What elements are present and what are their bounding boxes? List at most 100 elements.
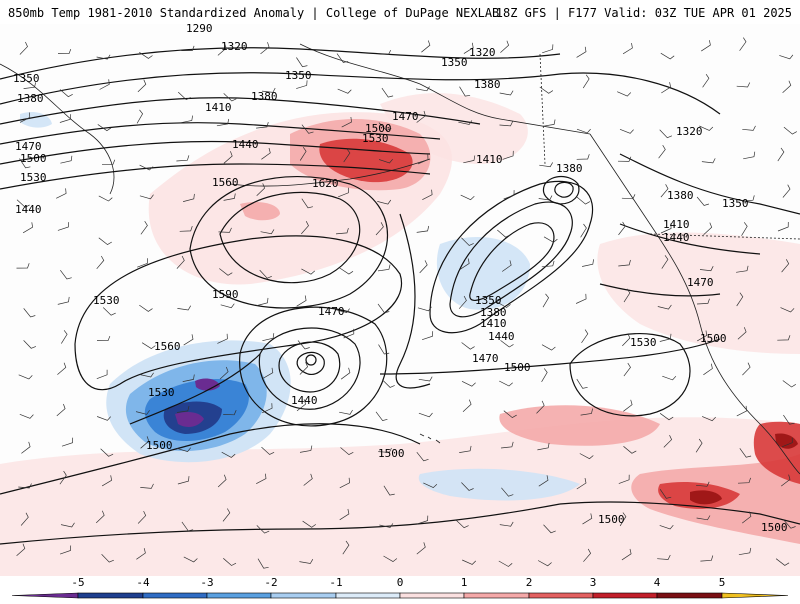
wind-barb: [461, 342, 475, 350]
contour-line: [278, 341, 341, 393]
wind-barb: [343, 328, 355, 339]
wind-barb: [461, 237, 474, 246]
wind-barb: [542, 44, 554, 54]
warm-anomaly-area: [380, 93, 528, 164]
contour-label: 1470: [472, 352, 499, 365]
wind-barb: [659, 524, 674, 530]
wind-barb: [543, 236, 558, 243]
wind-barb: [617, 91, 632, 97]
contour-line: [379, 338, 721, 375]
wind-barb: [377, 49, 392, 55]
wind-barb: [296, 399, 307, 412]
wind-barb: [736, 265, 749, 273]
wind-barb: [378, 447, 392, 453]
wind-barb: [299, 445, 313, 453]
contour-label: 1380: [480, 306, 507, 319]
wind-barb: [96, 335, 111, 342]
contour-label: 1410: [205, 101, 232, 114]
wind-barb: [260, 42, 270, 55]
anomaly-shading: [0, 93, 800, 576]
wind-barb: [618, 259, 631, 267]
wind-barb: [378, 344, 390, 355]
wind-barb: [102, 159, 116, 165]
wind-barb: [617, 156, 632, 162]
wind-barb: [57, 362, 67, 375]
wind-barb: [539, 162, 554, 168]
colorbar-tick-label: -2: [264, 576, 277, 589]
wind-barb: [499, 380, 513, 387]
colorbar-tick-label: -5: [71, 576, 84, 589]
wind-barb: [501, 260, 512, 272]
wind-barb: [217, 43, 227, 56]
us-canada-border: [649, 233, 800, 240]
wind-barb: [741, 511, 752, 524]
wind-barb: [19, 112, 31, 123]
wind-barb: [500, 340, 514, 348]
wind-barb: [539, 86, 554, 94]
contour-label: 1440: [663, 231, 690, 244]
wind-barb: [582, 513, 593, 525]
wind-barb: [223, 558, 237, 566]
wind-barb: [95, 510, 105, 524]
warm-anomaly-area: [319, 138, 413, 183]
wind-barb: [139, 164, 154, 171]
wind-barb: [296, 57, 308, 68]
wind-barb: [140, 372, 154, 378]
wind-barb: [777, 335, 791, 341]
wind-barb: [502, 150, 514, 160]
wind-barb: [96, 369, 108, 380]
contour-line: [599, 283, 721, 297]
contour-line: [189, 176, 389, 309]
wind-barb: [19, 41, 28, 55]
wind-barb: [339, 409, 353, 415]
contour-label: 1440: [291, 394, 318, 407]
wind-barb: [576, 196, 591, 205]
contour-line: [469, 222, 555, 301]
wind-barb: [23, 308, 36, 318]
wind-barb: [60, 269, 72, 280]
colorbar-swatch: [592, 592, 658, 599]
colorbar-swatch: [206, 592, 272, 599]
wind-barb: [342, 540, 350, 555]
wind-barb: [503, 190, 515, 200]
wind-barb: [541, 368, 548, 382]
wind-barb: [383, 485, 395, 496]
wind-barb: [458, 295, 467, 309]
wind-barb: [462, 399, 472, 412]
contour-line: [395, 213, 431, 389]
contour-label: 1470: [15, 140, 42, 153]
wind-barb: [183, 334, 194, 346]
wind-barb: [422, 189, 433, 201]
wind-barb: [781, 437, 793, 448]
wind-barb: [339, 477, 350, 489]
wind-barb: [335, 308, 350, 313]
wind-barb: [16, 543, 26, 557]
alaska-coastline: [299, 43, 591, 135]
wind-barb: [59, 470, 67, 485]
contour-line: [219, 191, 361, 284]
wind-barb: [421, 331, 434, 341]
colorbar-canvas: -5 -4 -3 -2 -1 0 1 2 3 4 5: [11, 576, 789, 599]
wind-barb: [296, 295, 307, 307]
wind-barb: [736, 292, 744, 307]
wind-barb: [780, 307, 795, 313]
wind-barb: [141, 342, 156, 350]
wind-barb: [459, 258, 470, 270]
contour-label: 1500: [20, 152, 47, 165]
wind-barb: [659, 413, 674, 421]
contour-label: 1620: [312, 177, 339, 190]
wind-barb: [20, 512, 29, 526]
wind-barb: [297, 340, 310, 350]
wind-barb: [736, 405, 747, 417]
wind-barb: [458, 120, 473, 125]
wind-barb: [696, 196, 710, 206]
contour-label: 1560: [212, 176, 239, 189]
wind-barb: [16, 263, 30, 269]
wind-barb: [98, 237, 112, 246]
wind-barb: [657, 554, 671, 560]
wind-barb: [775, 558, 790, 566]
wind-barb: [741, 195, 755, 202]
contour-line: [0, 503, 561, 545]
wind-barb: [737, 327, 747, 340]
contour-label: 1470: [687, 276, 714, 289]
